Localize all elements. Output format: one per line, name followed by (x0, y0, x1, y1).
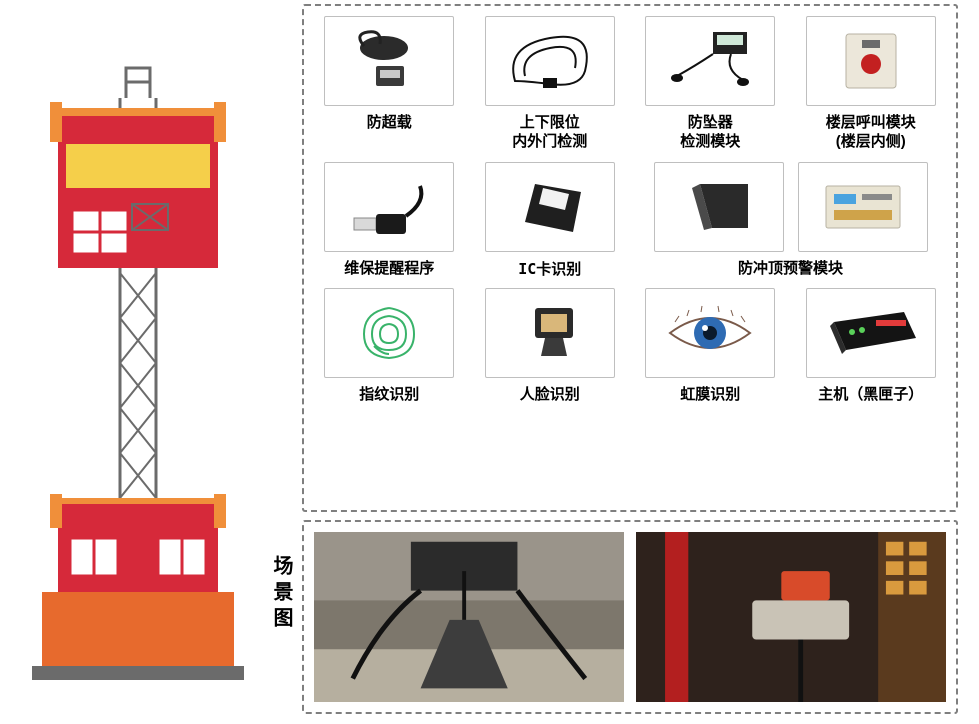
thumb-usb-dongle-icon (324, 162, 454, 252)
label: 指纹识别 (359, 386, 419, 405)
elevator-svg (28, 58, 248, 688)
elevator-illustration (28, 58, 248, 688)
label: IC卡识别 (518, 260, 581, 279)
label: 楼层呼叫模块 (楼层内侧) (826, 114, 916, 152)
component-limit-door: 上下限位 内外门检测 (475, 16, 626, 152)
component-blackbox: 主机（黑匣子） (796, 288, 947, 405)
thumb-card-reader-icon (485, 162, 615, 252)
thumb-anti-fall-device-icon (645, 16, 775, 106)
component-anti-overload: 防超载 (314, 16, 465, 152)
component-floor-call: 楼层呼叫模块 (楼层内侧) (796, 16, 947, 152)
component-anti-collision: 防冲顶预警模块 (635, 162, 946, 279)
scene-image-left (314, 532, 624, 702)
component-fingerprint: 指纹识别 (314, 288, 465, 405)
thumb-face-camera-icon (485, 288, 615, 378)
component-maint-reminder: 维保提醒程序 (314, 162, 465, 279)
component-ic-card: IC卡识别 (475, 162, 626, 279)
label: 主机（黑匣子） (818, 386, 923, 405)
thumb-call-box-icon (806, 16, 936, 106)
scene-image-right (636, 532, 946, 702)
label: 虹膜识别 (680, 386, 740, 405)
component-anti-fall: 防坠器 检测模块 (635, 16, 786, 152)
label: 防坠器 检测模块 (680, 114, 740, 152)
thumb-blackbox-icon (806, 288, 936, 378)
scene-label: 场景图 (270, 555, 296, 633)
thumb-limit-cable-icon (485, 16, 615, 106)
component-iris-recog: 虹膜识别 (635, 288, 786, 405)
label: 维保提醒程序 (344, 260, 434, 279)
thumb-eye-icon (645, 288, 775, 378)
thumb-fingerprint-icon (324, 288, 454, 378)
component-face-recog: 人脸识别 (475, 288, 626, 405)
thumb-proximity-sensor-icon (654, 162, 784, 252)
components-panel: 防超载 上下限位 内外门检测 (302, 4, 958, 512)
thumb-overload-sensor-icon (324, 16, 454, 106)
scene-panel (302, 520, 958, 714)
label: 防超载 (367, 114, 412, 133)
label: 人脸识别 (520, 386, 580, 405)
components-grid: 防超载 上下限位 内外门检测 (314, 16, 946, 405)
thumb-mainboard-icon (798, 162, 928, 252)
label: 上下限位 内外门检测 (512, 114, 587, 152)
label: 防冲顶预警模块 (738, 260, 843, 279)
canvas: 防超载 上下限位 内外门检测 (0, 0, 979, 724)
